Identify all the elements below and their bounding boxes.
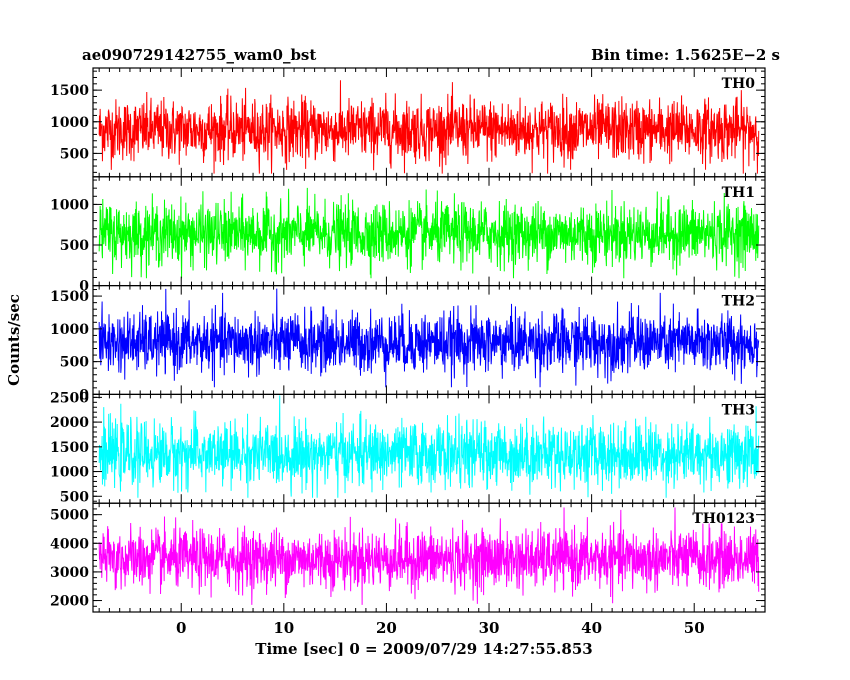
y-tick-label: 1000: [50, 465, 89, 481]
x-tick-label: 10: [273, 619, 294, 637]
y-tick-label: 2500: [50, 390, 89, 406]
y-tick-label: 1500: [50, 83, 89, 99]
x-tick-label: 30: [479, 619, 500, 637]
y-tick-label: 3000: [50, 565, 89, 581]
panel-label-th2: TH2: [722, 294, 755, 310]
y-axis-label: Counts/sec: [5, 294, 23, 386]
series-line-th0123: [98, 507, 760, 605]
y-tick-label: 1000: [50, 322, 89, 338]
x-axis-label: Time [sec] 0 = 2009/07/29 14:27:55.853: [255, 640, 592, 658]
series-line-th2: [98, 288, 760, 388]
panel-label-th0: TH0: [722, 76, 756, 92]
x-tick-label: 40: [581, 619, 602, 637]
panel-th0123: 2000 3000 4000 5000 TH0123: [50, 502, 766, 613]
y-tick-label: 5000: [50, 508, 89, 524]
x-tick-label: 0: [176, 619, 186, 637]
panel-th3: 500 1000 1500 2000 2500 TH3: [50, 390, 766, 505]
panel-label-th0123: TH0123: [692, 511, 755, 527]
y-tick-label: 500: [60, 355, 89, 371]
panel-th2: 0 500 1000 1500 TH2: [50, 285, 766, 403]
y-tick-label: 2000: [50, 415, 89, 431]
series-line-th0: [98, 80, 760, 174]
panel-frame: [92, 502, 766, 613]
y-tick-label: 4000: [50, 536, 89, 552]
y-tick-label: 0: [79, 387, 89, 403]
panel-label-th3: TH3: [722, 402, 755, 418]
panel-label-th1: TH1: [722, 185, 755, 201]
x-tick-label: 20: [376, 619, 397, 637]
panel-th0: 500 1000 1500 TH0: [50, 67, 766, 178]
y-tick-label: 1000: [50, 115, 89, 131]
y-tick-label: 2000: [50, 594, 89, 610]
series-line-th1: [98, 187, 760, 279]
chart-title: ae090729142755_wam0_bst: [82, 46, 316, 64]
y-tick-label: 1500: [50, 289, 89, 305]
y-tick-label: 500: [60, 238, 89, 254]
bin-time-label: Bin time: 1.5625E−2 s: [591, 46, 780, 64]
y-tick-label: 500: [60, 489, 89, 505]
y-tick-label: 500: [60, 146, 89, 162]
series-line-th3: [98, 395, 760, 498]
panel-th1: 0 500 1000 TH1: [50, 176, 766, 295]
y-tick-label: 1000: [50, 197, 89, 213]
y-tick-label: 1500: [50, 440, 89, 456]
y-tick-label: 0: [79, 279, 89, 295]
x-tick-label: 50: [684, 619, 705, 637]
